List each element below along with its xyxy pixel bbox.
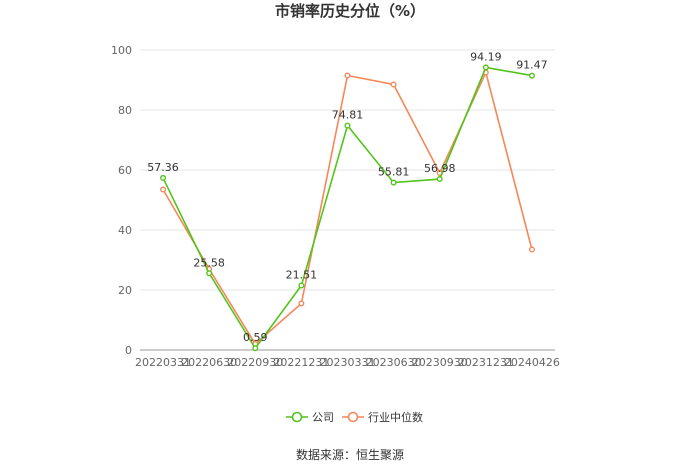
- y-tick-label: 80: [118, 104, 132, 117]
- data-label: 55.81: [378, 166, 410, 179]
- y-tick-label: 40: [118, 224, 132, 237]
- x-tick-label: 20230930: [412, 356, 468, 369]
- data-point: [528, 72, 535, 79]
- data-labels: 57.36 25.58 0.59 21.51 74.81 55.81 56.98 94.19 9…: [147, 50, 547, 344]
- y-tick-label: 20: [118, 284, 132, 297]
- y-tick-label: 0: [125, 344, 132, 357]
- data-label: 57.36: [147, 161, 179, 174]
- data-label: 25.58: [193, 256, 225, 269]
- data-point: [160, 174, 167, 181]
- chart-title: 市销率历史分位（%）: [275, 2, 425, 20]
- y-tick-label: 100: [111, 44, 132, 57]
- x-tick-label: 20231231: [458, 356, 514, 369]
- x-tick-label: 20220930: [227, 356, 283, 369]
- x-tick-label: 20240426: [504, 356, 560, 369]
- data-point: [206, 270, 213, 277]
- data-label: 94.19: [470, 50, 502, 63]
- data-label: 0.59: [243, 331, 268, 344]
- legend-label: 行业中位数: [368, 410, 423, 424]
- legend-label: 公司: [312, 411, 334, 424]
- data-point: [252, 345, 259, 352]
- x-axis: 2022033120220630202209302022123120230331…: [135, 349, 560, 369]
- data-point: [436, 176, 443, 183]
- y-tick-label: 60: [118, 164, 132, 177]
- data-point: [528, 246, 535, 253]
- legend-item-1[interactable]: 行业中位数: [342, 410, 423, 424]
- grid-lines: [140, 49, 555, 351]
- data-point: [344, 72, 351, 79]
- data-label: 74.81: [332, 109, 364, 122]
- x-tick-label: 20230331: [320, 356, 376, 369]
- source-note: 数据来源：恒生聚源: [296, 447, 404, 462]
- x-tick-label: 20221231: [273, 356, 329, 369]
- legend-marker: [291, 411, 303, 423]
- data-point: [298, 282, 305, 289]
- data-point: [298, 300, 305, 307]
- x-tick-label: 20220630: [181, 356, 237, 369]
- legend-marker: [347, 411, 359, 423]
- data-point: [160, 186, 167, 193]
- legend-item-0[interactable]: 公司: [286, 411, 334, 424]
- data-label: 91.47: [516, 59, 548, 72]
- data-point: [344, 122, 351, 129]
- x-tick-label: 20230630: [366, 356, 422, 369]
- series-layer: [160, 64, 535, 352]
- data-point: [482, 64, 489, 71]
- data-point: [390, 179, 397, 186]
- y-axis: 0 20 40 60 80 100: [111, 44, 132, 357]
- data-label: 21.51: [286, 268, 318, 281]
- legend[interactable]: 公司 行业中位数: [286, 410, 423, 424]
- data-point: [390, 81, 397, 88]
- x-tick-label: 20220331: [135, 356, 191, 369]
- data-label: 56.98: [424, 162, 456, 175]
